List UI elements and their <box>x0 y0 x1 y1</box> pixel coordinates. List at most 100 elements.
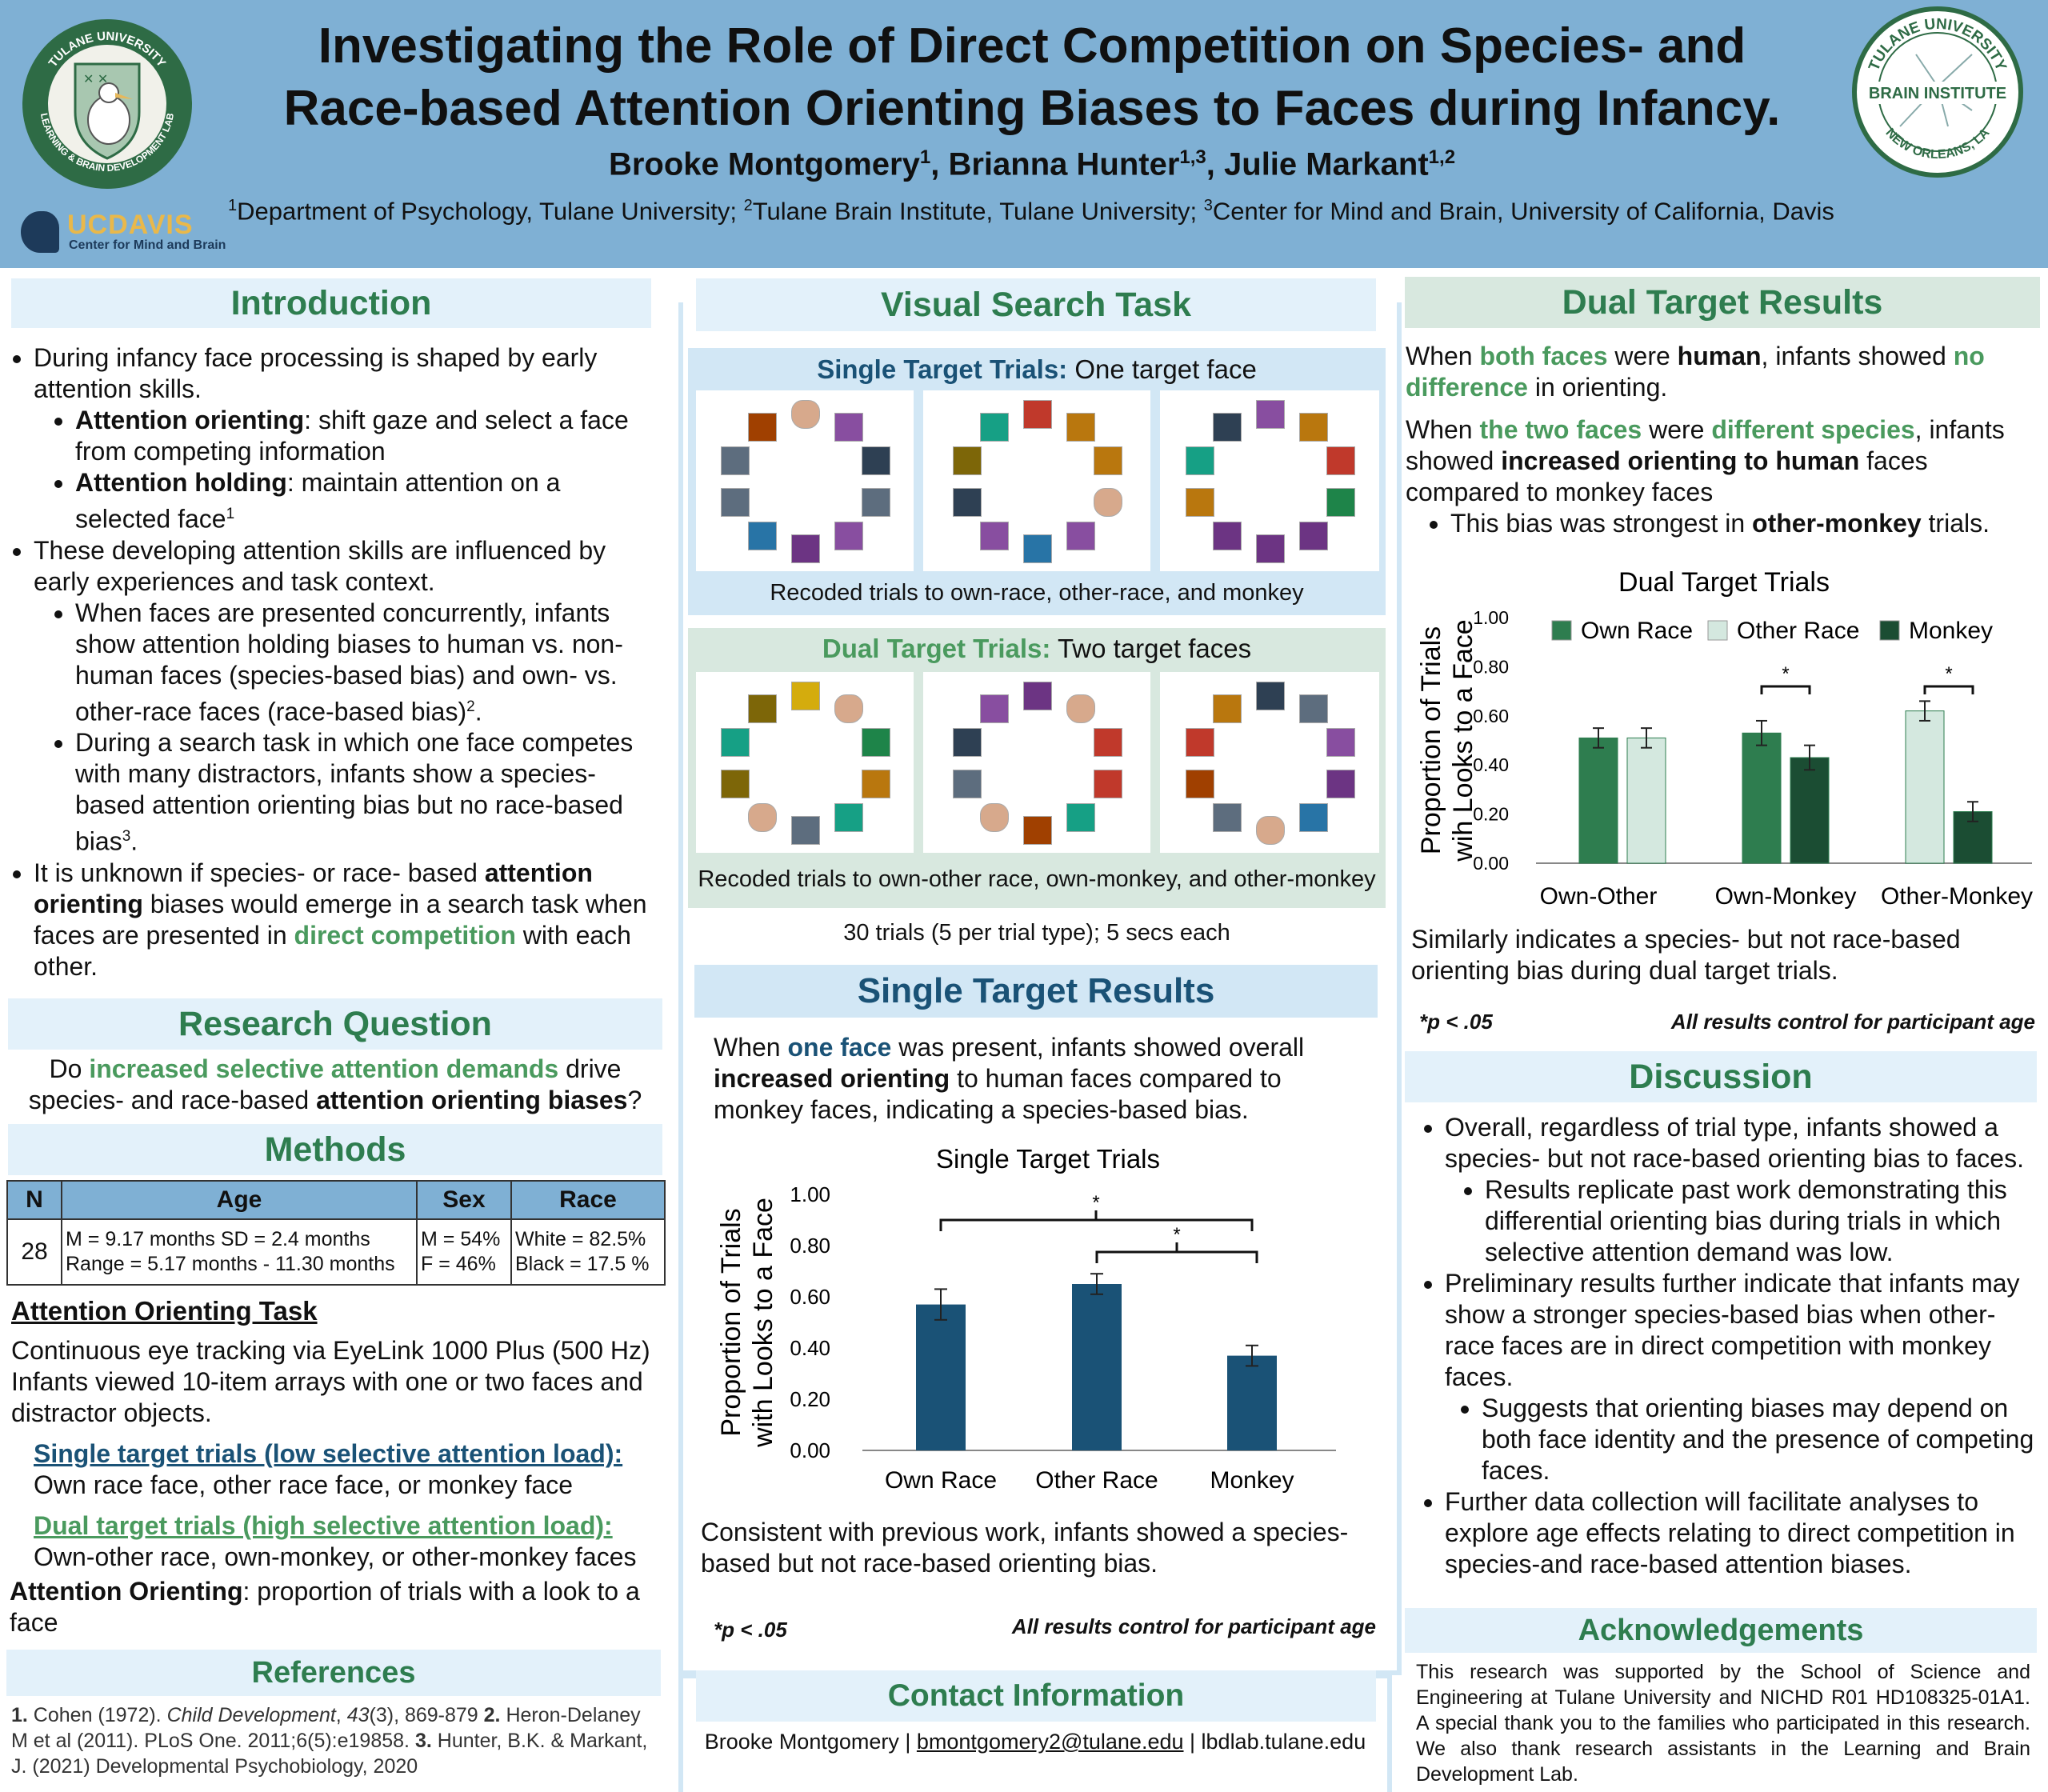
object-stimulus <box>1023 400 1052 430</box>
y-axis-label-line2: wih Looks to a Face <box>1448 619 1478 862</box>
object-stimulus <box>834 413 864 442</box>
discussion-subbullet: Suggests that orienting biases may depen… <box>1482 1393 2043 1486</box>
object-stimulus <box>1023 682 1052 711</box>
x-tick-label: Own Race <box>885 1467 997 1494</box>
significance-bracket <box>1760 685 1811 694</box>
ucdavis-logo: UCDAVIS Center for Mind and Brain <box>21 210 253 258</box>
contact-heading: Contact Information <box>696 1670 1376 1722</box>
legend-swatch <box>1551 620 1572 641</box>
acknowledgements-heading: Acknowledgements <box>1405 1608 2037 1653</box>
object-stimulus <box>979 521 1009 550</box>
x-tick-label: Other-Monkey <box>1881 883 2033 910</box>
object-stimulus <box>1326 487 1355 517</box>
bar <box>1227 1355 1277 1450</box>
author-name: Brooke Montgomery <box>608 146 920 182</box>
bar <box>1905 710 1945 864</box>
y-tick-label: 0.60 <box>1473 706 1509 726</box>
y-tick-label: 0.20 <box>1473 804 1509 825</box>
object-stimulus <box>1186 769 1215 798</box>
y-tick-label: 0.60 <box>790 1285 830 1309</box>
object-stimulus <box>953 728 982 758</box>
task-heading: Attention Orienting Task <box>11 1296 318 1326</box>
methods-heading: Methods <box>8 1124 662 1175</box>
object-stimulus <box>1256 400 1285 430</box>
author-name: Julie Markant <box>1224 146 1429 182</box>
object-stimulus <box>721 769 750 798</box>
face-stimulus <box>747 802 777 832</box>
intro-bullet: These developing attention skills are in… <box>34 535 658 598</box>
poster-title-line2: Race-based Attention Orienting Biases to… <box>283 81 1781 136</box>
bar <box>916 1304 966 1450</box>
affiliation-number: 1 <box>228 197 238 214</box>
face-stimulus <box>979 802 1009 832</box>
object-stimulus <box>1299 413 1329 442</box>
dual-target-chart: Dual Target Trials 0.00 0.20 0.40 0.60 0.80 1.… <box>1416 567 2033 910</box>
learning-lab-logo: ✕ ✕ TULANE UNIVERSITY LEARNING & BRAIN D… <box>19 16 195 192</box>
introduction-body: During infancy face processing is shaped… <box>10 342 658 982</box>
object-stimulus <box>1093 728 1122 758</box>
legend-label: Monkey <box>1909 618 1993 644</box>
affiliation-text: Center for Mind and Brain, University of… <box>1212 197 1834 226</box>
object-stimulus <box>979 413 1009 442</box>
object-stimulus <box>721 446 750 476</box>
author-list: Brooke Montgomery1, Brianna Hunter1,3, J… <box>200 146 1864 182</box>
object-stimulus <box>1256 534 1285 563</box>
significance-bracket <box>1923 685 1974 694</box>
affiliation-number: 3 <box>1203 197 1213 214</box>
object-stimulus <box>747 694 777 724</box>
discussion-bullet: Further data collection will facilitate … <box>1445 1486 2043 1580</box>
table-header: N <box>6 1180 62 1220</box>
object-stimulus <box>834 521 864 550</box>
intro-subbullet: Attention orienting: shift gaze and sele… <box>75 405 658 467</box>
dual-target-caption: Recoded trials to own-other race, own-mo… <box>698 866 1376 892</box>
affiliations: 1Department of Psychology, Tulane Univer… <box>228 197 1908 226</box>
author-separator: , <box>1206 146 1225 182</box>
intro-subbullet: When faces are presented concurrently, i… <box>75 598 658 728</box>
face-stimulus <box>1093 487 1122 517</box>
references-text: 1. Cohen (1972). Child Development, 43(3… <box>11 1704 648 1778</box>
discussion-heading: Discussion <box>1405 1051 2037 1102</box>
object-stimulus <box>1066 802 1096 832</box>
contact-email-link[interactable]: bmontgomery2@tulane.edu <box>916 1730 1184 1754</box>
author-separator: , <box>930 146 949 182</box>
object-stimulus <box>953 487 982 517</box>
bar <box>1072 1284 1122 1450</box>
object-stimulus <box>1212 694 1242 724</box>
trials-note: 30 trials (5 per trial type); 5 secs eac… <box>843 920 1230 946</box>
legend-label: Other Race <box>1737 618 1859 644</box>
object-stimulus <box>1066 521 1096 550</box>
legend-swatch <box>1707 620 1728 641</box>
object-stimulus <box>834 802 864 832</box>
poster-header: ✕ ✕ TULANE UNIVERSITY LEARNING & BRAIN D… <box>0 0 2048 268</box>
significance-marker: * <box>1945 663 1952 685</box>
author-name: Brianna Hunter <box>948 146 1180 182</box>
bar <box>1578 737 1618 864</box>
table-cell-age: M = 9.17 months SD = 2.4 months Range = 5… <box>61 1218 418 1286</box>
intro-subbullet: Attention holding: maintain attention on… <box>75 467 658 535</box>
face-stimulus <box>834 694 864 724</box>
object-stimulus <box>791 815 820 845</box>
author-affiliation-number: 1 <box>919 146 931 168</box>
discussion-bullet: Preliminary results further indicate tha… <box>1445 1268 2043 1393</box>
object-stimulus <box>1326 446 1355 476</box>
references-heading: References <box>6 1650 661 1696</box>
single-results-text: When one face was present, infants showe… <box>714 1033 1305 1124</box>
demographics-table: N Age Sex Race 28 M = 9.17 months SD = 2… <box>6 1180 666 1286</box>
introduction-heading: Introduction <box>11 278 651 328</box>
ucdavis-uc: UC <box>67 210 109 240</box>
author-affiliation-number: 1,2 <box>1428 146 1456 168</box>
face-stimulus <box>1256 815 1285 845</box>
x-tick-label: Other Race <box>1035 1467 1158 1494</box>
dual-results-text: When both faces were human, infants show… <box>1406 341 2038 539</box>
affiliation-text: Department of Psychology, Tulane Univers… <box>237 197 744 226</box>
table-cell-n: 28 <box>6 1218 62 1286</box>
single-target-label: Single Target Trials: One target face <box>817 354 1257 384</box>
object-stimulus <box>1186 487 1215 517</box>
object-stimulus <box>1299 521 1329 550</box>
contact-line: Brooke Montgomery | bmontgomery2@tulane.… <box>682 1730 1389 1754</box>
bar <box>1626 737 1666 864</box>
object-stimulus <box>1093 446 1122 476</box>
object-stimulus <box>791 534 820 563</box>
single-control-note: All results control for participant age <box>1011 1614 1376 1638</box>
table-cell-race: White = 82.5% Black = 17.5 % <box>510 1218 666 1286</box>
